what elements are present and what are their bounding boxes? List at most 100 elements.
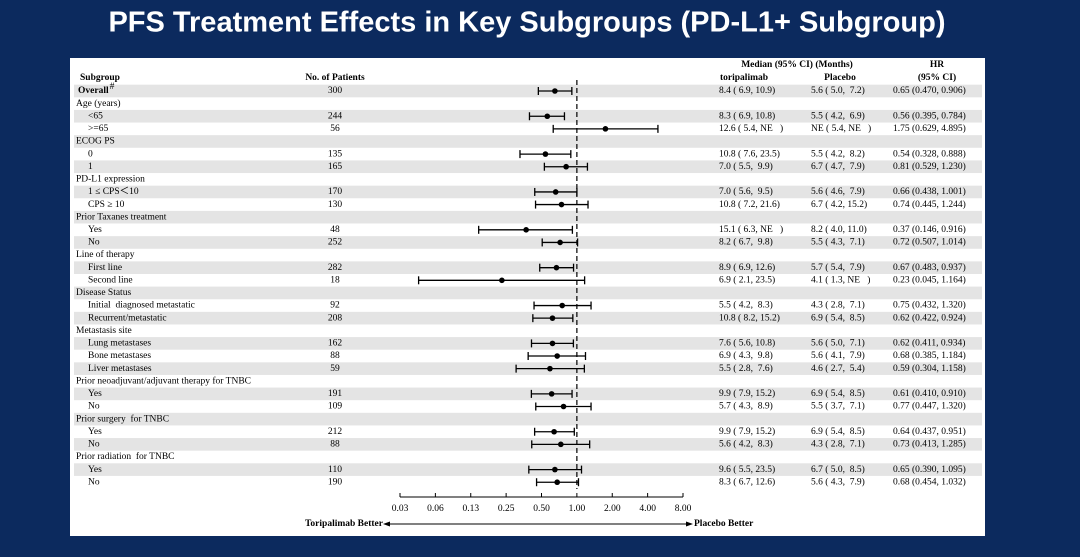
median-placebo: 5.5 ( 4.2, 8.2): [811, 148, 865, 159]
hr-ci: 0.67 (0.483, 0.937): [893, 262, 966, 273]
col-toripalimab: toripalimab: [720, 73, 768, 83]
median-toripalimab: 9.6 ( 5.5, 23.5): [719, 464, 775, 475]
hr-ci: 0.65 (0.390, 1.095): [893, 464, 966, 475]
hr-ci: 0.81 (0.529, 1.230): [893, 161, 966, 172]
row-shade: [74, 84, 982, 98]
hr-ci: 0.54 (0.328, 0.888): [893, 148, 966, 159]
hr-point: [548, 391, 555, 397]
patients: 59: [330, 364, 340, 374]
hr-point: [602, 126, 609, 132]
median-toripalimab: 8.2 ( 6.7, 9.8): [719, 237, 773, 248]
hr-point: [560, 403, 567, 410]
subgroup-label: No: [88, 402, 100, 412]
patients: 282: [328, 263, 343, 273]
subgroup-label: Liver metastases: [88, 364, 152, 374]
row-shade: [74, 261, 982, 274]
median-toripalimab: 6.9 ( 4.3, 9.8): [719, 350, 773, 361]
hr-point: [542, 151, 549, 157]
row-shade: [74, 311, 982, 325]
median-placebo: 5.6 ( 4.3, 7.9): [811, 476, 865, 487]
median-toripalimab: 5.7 ( 4.3, 8.9): [719, 401, 773, 412]
median-toripalimab: 8.9 ( 6.9, 12.6): [719, 262, 775, 273]
patients: 212: [328, 427, 343, 437]
subgroup-label: Bone metastases: [88, 351, 151, 361]
patients: 130: [328, 200, 343, 210]
x-tick-label: 1.00: [569, 504, 586, 514]
patients: 191: [328, 389, 343, 399]
hr-ci: 0.56 (0.395, 0.784): [893, 110, 966, 121]
median-placebo: 8.2 ( 4.0, 11.0): [811, 224, 867, 235]
x-tick-label: 2.00: [604, 504, 621, 514]
hr-point: [547, 365, 553, 372]
col-patients: No. of Patients: [305, 73, 365, 83]
hr-ci: 0.62 (0.422, 0.924): [893, 312, 966, 323]
right-label: Placebo Better: [694, 519, 754, 529]
x-tick-label: 0.13: [462, 504, 479, 514]
median-placebo: 5.6 ( 5.0, 7.1): [811, 338, 865, 349]
row-shade: [74, 135, 982, 148]
median-placebo: 6.9 ( 5.4, 8.5): [811, 312, 865, 323]
subgroup-label: No: [88, 440, 100, 450]
subgroup-label: 0: [88, 149, 93, 159]
hr-ci: 0.37 (0.146, 0.916): [893, 224, 966, 235]
median-toripalimab: 5.5 ( 4.2, 8.3): [719, 300, 773, 311]
patients: 252: [328, 238, 343, 248]
median-toripalimab: 15.1 ( 6.3, NE ): [719, 224, 783, 235]
median-placebo: 5.6 ( 4.1, 7.9): [811, 350, 865, 361]
subgroup-label: Overall: [78, 86, 109, 96]
patients: 88: [330, 351, 340, 361]
subgroup-label: CPS ≥ 10: [88, 200, 125, 210]
x-tick-label: 0.06: [427, 504, 444, 514]
median-toripalimab: 10.8 ( 7.2, 21.6): [719, 199, 780, 210]
hr-ci: 0.59 (0.304, 1.158): [893, 363, 966, 374]
col-hr: HR: [930, 60, 944, 70]
subgroup-label: Yes: [88, 465, 102, 475]
hr-ci: 0.66 (0.438, 1.001): [893, 186, 966, 197]
hr-ci: 0.23 (0.045, 1.164): [893, 274, 966, 285]
hr-point: [552, 189, 559, 195]
median-toripalimab: 10.8 ( 8.2, 15.2): [719, 312, 780, 323]
median-toripalimab: 8.3 ( 6.7, 12.6): [719, 476, 775, 487]
patients: 162: [328, 339, 343, 349]
x-tick-label: 0.03: [392, 504, 409, 514]
col-subgroup: Subgroup: [80, 73, 120, 83]
hr-point: [549, 340, 556, 347]
subgroup-label: No: [88, 477, 100, 487]
hr-point: [558, 201, 565, 208]
patients: 18: [330, 275, 340, 285]
group-label: PD-L1 expression: [76, 175, 145, 185]
subgroup-label: 1 ≤ CPS＜10: [88, 187, 139, 197]
subgroup-label: 1: [88, 162, 93, 172]
hr-point: [563, 163, 569, 170]
subgroup-label: Yes: [88, 389, 102, 399]
hr-ci: 0.68 (0.385, 1.184): [893, 350, 966, 361]
median-placebo: 6.9 ( 5.4, 8.5): [811, 426, 865, 437]
subgroup-label: Recurrent/metastatic: [88, 313, 167, 323]
patients: 244: [328, 111, 343, 121]
col-hr-ci: (95% CI): [918, 72, 956, 83]
subgroup-label: Lung metastases: [88, 339, 151, 349]
median-placebo: 6.9 ( 5.4, 8.5): [811, 388, 865, 399]
label-note: #: [110, 82, 115, 92]
hr-ci: 0.61 (0.410, 0.910): [893, 388, 966, 399]
median-toripalimab: 8.3 ( 6.9, 10.8): [719, 110, 775, 121]
arrow-head: [686, 521, 693, 527]
median-placebo: 6.7 ( 4.2, 15.2): [811, 199, 867, 210]
median-placebo: 5.6 ( 4.6, 7.9): [811, 186, 865, 197]
hr-ci: 0.64 (0.437, 0.951): [893, 426, 966, 437]
median-placebo: 4.1 ( 1.3, NE ): [811, 274, 870, 285]
subgroup-label: No: [88, 238, 100, 248]
median-toripalimab: 5.6 ( 4.2, 8.3): [719, 439, 773, 450]
median-placebo: 4.3 ( 2.8, 7.1): [811, 300, 865, 311]
row-shade: [74, 438, 982, 451]
hr-point: [551, 428, 557, 435]
median-toripalimab: 8.4 ( 6.9, 10.9): [719, 85, 775, 96]
row-shade: [74, 286, 982, 300]
hr-point: [558, 441, 564, 448]
hr-point: [523, 227, 529, 233]
median-placebo: 5.5 ( 4.3, 7.1): [811, 237, 865, 248]
group-label: Age (years): [76, 98, 121, 109]
hr-ci: 1.75 (0.629, 4.895): [893, 123, 966, 134]
